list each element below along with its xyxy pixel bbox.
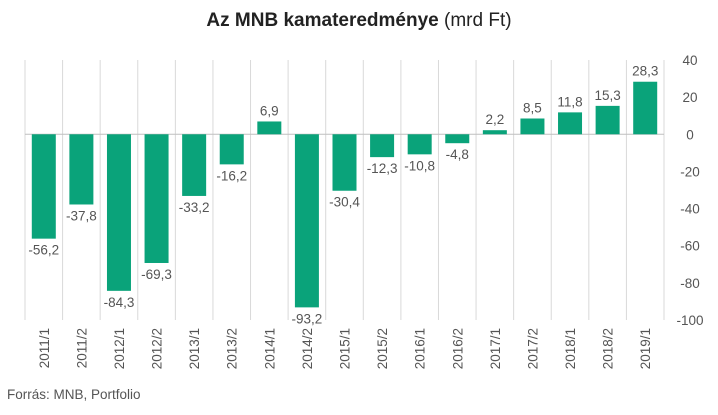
y-tick-label: 40 — [682, 53, 697, 68]
data-label: -30,4 — [329, 195, 360, 210]
data-label: 8,5 — [523, 101, 542, 116]
chart-title: Az MNB kamateredménye (mrd Ft) — [0, 10, 718, 32]
x-tick-label: 2013/2 — [225, 328, 240, 369]
x-tick-label: 2018/1 — [563, 328, 578, 369]
y-tick-label: 0 — [686, 127, 694, 142]
data-label: -69,3 — [141, 267, 172, 282]
bar-2012/1 — [106, 134, 131, 291]
data-label: 6,9 — [260, 103, 279, 118]
bar-2013/1 — [182, 134, 207, 196]
x-tick-label: 2012/1 — [112, 328, 127, 369]
bar-2015/2 — [370, 134, 395, 158]
x-axis: 2011/1 2011/2 2012/1 2012/2 2013/1 2013/2 2014… — [37, 328, 653, 369]
bar-2014/2 — [294, 134, 319, 308]
bar-2019/1 — [633, 81, 658, 135]
data-label: 11,8 — [557, 94, 582, 109]
data-label: -93,2 — [292, 311, 323, 326]
data-label-layer: -56,2 -37,8 -84,3 -69,3 -33,2 -16,2 6,9 -93,2 -3… — [28, 64, 658, 327]
x-tick-label: 2015/1 — [338, 328, 353, 369]
data-label: -37,8 — [66, 208, 97, 223]
bar-2018/2 — [595, 105, 620, 135]
bar-2018/1 — [558, 112, 583, 135]
data-label: -56,2 — [28, 243, 59, 258]
bar-2016/2 — [445, 134, 470, 144]
y-tick-label: 20 — [682, 90, 697, 105]
x-tick-label: 2019/1 — [638, 328, 653, 369]
x-tick-label: 2016/1 — [413, 328, 428, 369]
data-label: 2,2 — [485, 112, 504, 127]
bar-2011/2 — [69, 134, 94, 205]
data-label: 15,3 — [594, 88, 620, 103]
y-axis: 40 20 0 -20 -40 -60 -80 -100 — [676, 53, 703, 328]
data-label: -10,8 — [404, 158, 435, 173]
y-tick-label: -40 — [680, 202, 700, 217]
y-tick-label: -60 — [680, 239, 700, 254]
data-label: 28,3 — [632, 64, 658, 79]
x-tick-label: 2012/2 — [150, 328, 165, 369]
y-tick-label: -100 — [676, 313, 703, 328]
bar-2016/1 — [407, 134, 432, 155]
chart-title-main: Az MNB kamateredménye — [206, 10, 439, 31]
data-label: -12,3 — [367, 161, 398, 176]
data-label: -33,2 — [179, 200, 210, 215]
data-label: -16,2 — [216, 168, 247, 183]
x-tick-label: 2017/1 — [488, 328, 503, 369]
bar-2013/2 — [219, 134, 244, 165]
x-tick-label: 2013/1 — [187, 328, 202, 369]
data-label: -4,8 — [446, 147, 469, 162]
bar-2014/1 — [257, 121, 282, 135]
x-tick-label: 2014/1 — [262, 328, 277, 369]
bar-2012/2 — [144, 134, 169, 263]
bar-layer — [31, 81, 658, 308]
bar-2011/1 — [31, 134, 56, 239]
y-tick-label: -20 — [680, 164, 700, 179]
x-tick-label: 2018/2 — [601, 328, 616, 369]
x-tick-label: 2011/1 — [37, 328, 52, 368]
x-tick-label: 2014/2 — [300, 328, 315, 369]
chart-title-unit: (mrd Ft) — [444, 10, 512, 31]
x-tick-label: 2015/2 — [375, 328, 390, 369]
x-tick-label: 2016/2 — [450, 328, 465, 369]
x-tick-label: 2017/2 — [525, 328, 540, 369]
bar-2017/2 — [520, 118, 545, 135]
bar-2015/1 — [332, 134, 357, 191]
bar-2017/1 — [482, 130, 507, 135]
x-tick-label: 2011/2 — [74, 328, 89, 368]
y-tick-label: -80 — [680, 276, 700, 291]
data-label: -84,3 — [104, 295, 135, 310]
source-note: Forrás: MNB, Portfolio — [7, 387, 141, 402]
